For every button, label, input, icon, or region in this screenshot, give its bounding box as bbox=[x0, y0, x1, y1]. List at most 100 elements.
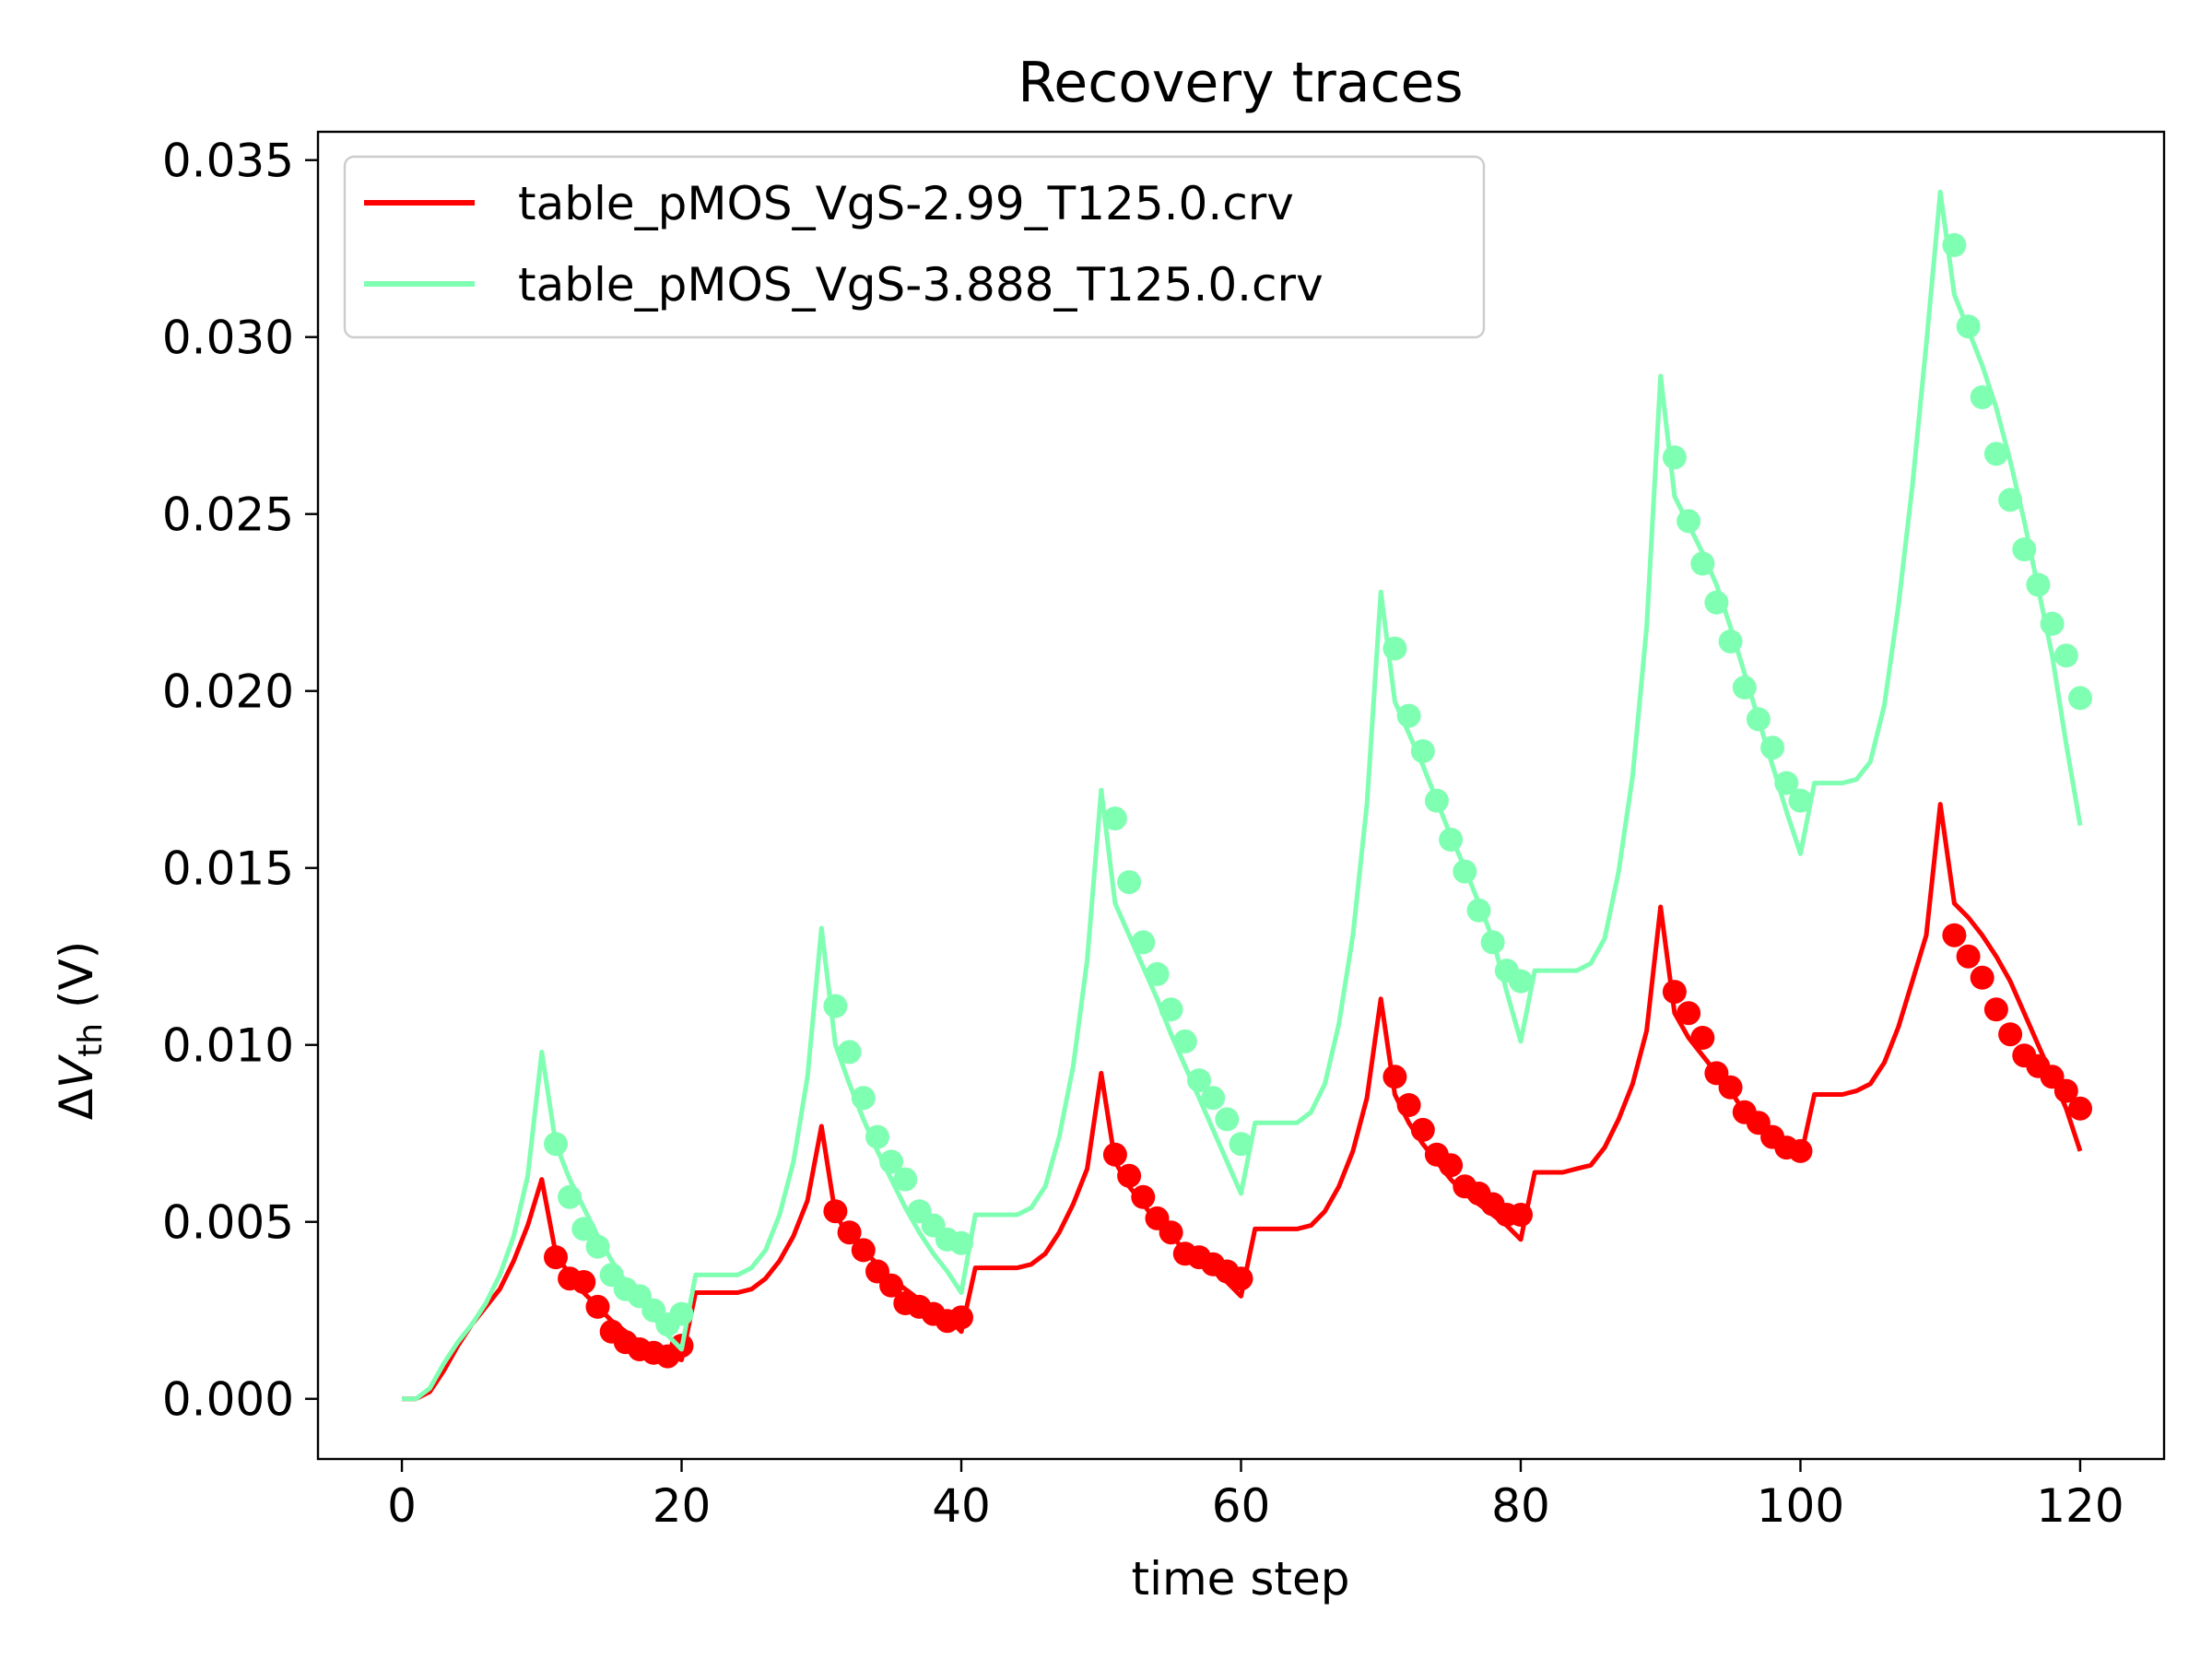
series-0-point bbox=[1690, 1026, 1715, 1050]
series-1-point bbox=[1983, 441, 2008, 466]
series-1-point bbox=[1466, 898, 1491, 923]
series-1-point bbox=[949, 1230, 973, 1255]
series-1-point bbox=[2026, 572, 2051, 597]
series-1-point bbox=[669, 1301, 694, 1326]
chart-title: Recovery traces bbox=[1018, 51, 1463, 115]
x-tick-label: 40 bbox=[932, 1479, 991, 1533]
series-0-point bbox=[1970, 965, 1994, 990]
series-1-point bbox=[1509, 969, 1533, 994]
series-1-point bbox=[1718, 629, 1743, 653]
series-0-point bbox=[949, 1305, 973, 1330]
series-1-point bbox=[1480, 930, 1505, 955]
series-1-point bbox=[585, 1234, 610, 1259]
series-1-point bbox=[1215, 1107, 1240, 1132]
series-0-point bbox=[1396, 1093, 1421, 1117]
x-tick-label: 20 bbox=[653, 1479, 712, 1533]
series-0-point bbox=[1229, 1266, 1253, 1291]
series-0-point bbox=[571, 1270, 596, 1294]
series-0-point bbox=[1117, 1163, 1142, 1188]
y-tick-label: 0.005 bbox=[162, 1196, 294, 1250]
y-tick-label: 0.010 bbox=[162, 1019, 294, 1073]
series-0-point bbox=[544, 1245, 568, 1270]
series-0-point bbox=[1159, 1220, 1183, 1245]
series-0-point bbox=[1788, 1138, 1813, 1163]
y-axis-label-suffix: (V) bbox=[50, 941, 103, 1023]
x-axis-label: time step bbox=[1131, 1552, 1349, 1606]
y-tick-label: 0.025 bbox=[162, 488, 294, 542]
series-0-point bbox=[2068, 1096, 2092, 1121]
axes: 0 20 40 60 80 100 120 0.000 0.005 0.010 0.015 0.020… bbox=[162, 135, 2124, 1533]
series-1-point bbox=[1942, 232, 1967, 257]
series-0-point bbox=[1956, 944, 1981, 969]
series-1-point bbox=[2068, 686, 2092, 711]
legend-label: table_pMOS_VgS-3.888_T125.0.crv bbox=[518, 258, 1324, 312]
legend: table_pMOS_VgS-2.99_T125.0.crv table_pMO… bbox=[343, 155, 1486, 339]
series-0-point bbox=[1718, 1075, 1743, 1100]
legend-label: table_pMOS_VgS-2.99_T125.0.crv bbox=[518, 177, 1294, 230]
series-0-point bbox=[1439, 1153, 1464, 1178]
series-0-point bbox=[851, 1238, 876, 1263]
series-1-point bbox=[1677, 509, 1701, 534]
series-0-point bbox=[2053, 1078, 2078, 1103]
series-0-point bbox=[1677, 1001, 1701, 1026]
series-1-point bbox=[851, 1086, 876, 1111]
series-1-point bbox=[1732, 675, 1757, 700]
y-axis-label-subscript: th bbox=[72, 1023, 110, 1057]
series-0-point bbox=[1410, 1117, 1435, 1142]
y-tick-label: 0.000 bbox=[162, 1373, 294, 1427]
series-0-point bbox=[1382, 1065, 1407, 1089]
x-tick-label: 100 bbox=[1757, 1479, 1844, 1533]
y-tick-label: 0.015 bbox=[162, 842, 294, 896]
series-0-point bbox=[1509, 1203, 1533, 1227]
series-line-1 bbox=[402, 189, 2083, 1402]
series-1-point bbox=[823, 994, 848, 1018]
series-1-point bbox=[1102, 806, 1127, 830]
series-1-point bbox=[1424, 788, 1449, 813]
y-axis-label-variable: V bbox=[50, 1053, 103, 1088]
series-1-point bbox=[893, 1167, 918, 1192]
series-0-point bbox=[1102, 1142, 1127, 1167]
series-1-point bbox=[2040, 611, 2065, 636]
series-1-point bbox=[1117, 870, 1142, 895]
series-1-point bbox=[1159, 997, 1183, 1022]
series-1-point bbox=[1998, 488, 2023, 512]
series-1-point bbox=[1187, 1068, 1211, 1093]
y-axis-label: ΔVth (V) bbox=[50, 941, 110, 1121]
series-1-point bbox=[1439, 828, 1464, 852]
series-1-point bbox=[865, 1124, 889, 1149]
series-1-point bbox=[1970, 385, 1994, 409]
plot-area bbox=[402, 189, 2092, 1402]
series-1-point bbox=[1382, 636, 1407, 661]
series-0-point bbox=[1942, 923, 1967, 947]
series-1-point bbox=[1690, 551, 1715, 576]
series-1-point bbox=[544, 1132, 568, 1157]
y-axis-label-prefix: Δ bbox=[50, 1088, 103, 1120]
series-1-point bbox=[879, 1149, 904, 1174]
x-tick-label: 80 bbox=[1491, 1479, 1550, 1533]
series-1-point bbox=[1410, 739, 1435, 763]
series-0-point bbox=[1998, 1022, 2023, 1047]
x-tick-label: 60 bbox=[1212, 1479, 1271, 1533]
legend-frame bbox=[343, 155, 1486, 339]
series-0-point bbox=[585, 1294, 610, 1319]
series-1-point bbox=[2053, 643, 2078, 668]
series-1-point bbox=[1145, 961, 1170, 986]
series-1-point bbox=[1760, 735, 1785, 760]
series-1-point bbox=[1131, 930, 1156, 955]
series-1-point bbox=[571, 1217, 596, 1241]
series-1-point bbox=[837, 1040, 862, 1065]
y-tick-label: 0.030 bbox=[162, 312, 294, 365]
series-0-point bbox=[1983, 997, 2008, 1022]
series-0-point bbox=[1662, 980, 1687, 1005]
x-tick-label: 0 bbox=[387, 1479, 417, 1533]
series-0-point bbox=[823, 1199, 848, 1224]
y-tick-label: 0.035 bbox=[162, 135, 294, 188]
series-1-point bbox=[1788, 788, 1813, 813]
series-1-point bbox=[1396, 703, 1421, 728]
series-1-point bbox=[1172, 1029, 1197, 1053]
series-0-point bbox=[837, 1220, 862, 1245]
series-1-point bbox=[1662, 445, 1687, 470]
series-1-point bbox=[2012, 537, 2037, 562]
series-1-point bbox=[558, 1184, 582, 1209]
